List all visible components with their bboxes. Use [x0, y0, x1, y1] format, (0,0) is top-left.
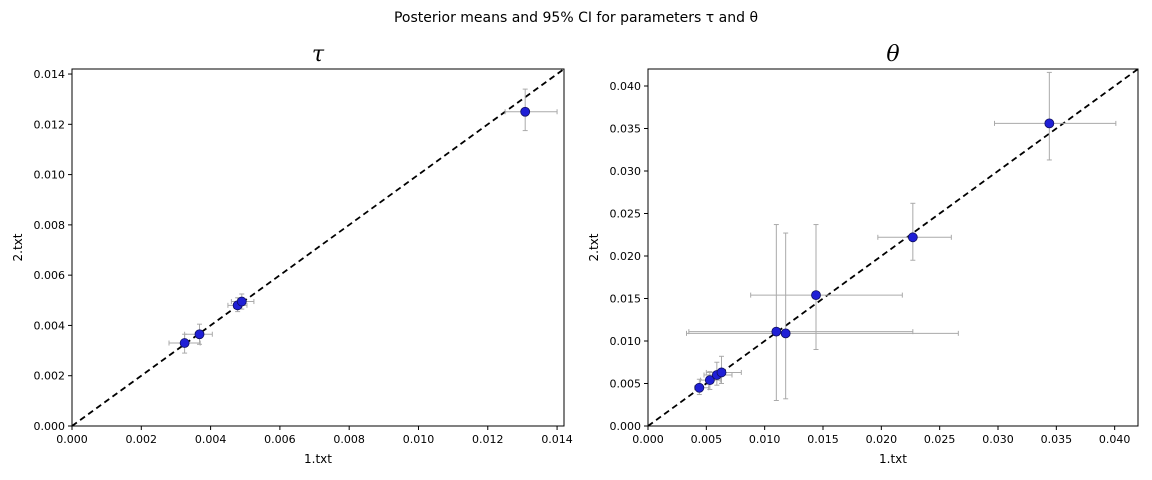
theta-data-point	[780, 328, 791, 339]
tau-y-tick-label: 0.002	[34, 370, 66, 383]
theta-y-tick-label: 0.015	[610, 293, 642, 306]
tau-panel: τ 0.000 0.002 0.004 0.006 0.008 0.010 0.012 0.01…	[11, 42, 573, 466]
tau-x-tick-label: 0.004	[195, 433, 227, 446]
tau-x-tick-label: 0.008	[333, 433, 365, 446]
tau-data-point	[194, 329, 205, 340]
theta-errorbar	[688, 224, 914, 401]
theta-y-tick-label: 0.040	[610, 80, 642, 93]
tau-x-tick-label: 0.014	[541, 433, 573, 446]
theta-x-tick-label: 0.025	[924, 433, 956, 446]
theta-panel: θ 0.000 0.005 0.010 0.015 0.020 0.025 0.030 0.03…	[587, 42, 1139, 466]
tau-identity-line	[72, 69, 564, 426]
theta-errorbar	[877, 202, 952, 261]
tau-axes-frame	[71, 68, 565, 427]
theta-y-tick-label: 0.020	[610, 250, 642, 263]
tau-y-axis-label: 2.txt	[11, 233, 25, 261]
tau-y-tick-label: 0.008	[34, 219, 66, 232]
theta-errorbar	[994, 71, 1117, 161]
theta-y-tick-label: 0.010	[610, 335, 642, 348]
theta-errorbar	[750, 224, 903, 350]
tau-data-point	[520, 106, 531, 117]
tau-y-tick-label: 0.012	[34, 118, 66, 131]
theta-y-tick-label: 0.005	[610, 378, 642, 391]
theta-x-tick-label: 0.000	[632, 433, 664, 446]
theta-data-point	[1044, 118, 1055, 129]
tau-y-tick-label: 0.000	[34, 420, 66, 433]
tau-x-tick-label: 0.010	[403, 433, 435, 446]
theta-errorbar	[686, 232, 959, 400]
theta-data-point	[907, 232, 918, 243]
tau-panel-title: τ	[312, 42, 325, 67]
theta-x-tick-label: 0.010	[749, 433, 781, 446]
tau-y-tick-label: 0.006	[34, 269, 66, 282]
theta-x-tick-label: 0.030	[982, 433, 1014, 446]
tau-x-tick-label: 0.006	[264, 433, 296, 446]
theta-panel-title: θ	[886, 42, 899, 67]
theta-y-axis-label: 2.txt	[587, 233, 601, 261]
theta-data-point	[771, 326, 782, 337]
tau-x-axis-label: 1.txt	[304, 452, 332, 466]
theta-identity-line	[648, 69, 1138, 426]
tau-errorbar	[504, 88, 558, 132]
theta-x-tick-label: 0.005	[691, 433, 723, 446]
theta-y-tick-label: 0.030	[610, 165, 642, 178]
tau-y-tick-label: 0.004	[34, 319, 66, 332]
theta-x-tick-label: 0.035	[1041, 433, 1073, 446]
theta-plot-area	[648, 69, 1138, 426]
theta-data-point	[704, 375, 715, 386]
tau-data-point	[179, 338, 190, 348]
figure-suptitle: Posterior means and 95% CI for parameter…	[394, 10, 758, 26]
theta-data-point	[694, 382, 705, 393]
theta-y-tick-label: 0.035	[610, 123, 642, 136]
theta-y-tick-label: 0.025	[610, 208, 642, 221]
tau-x-tick-label: 0.002	[126, 433, 158, 446]
theta-x-tick-label: 0.040	[1099, 433, 1131, 446]
tau-y-tick-label: 0.014	[34, 68, 66, 81]
theta-x-tick-label: 0.020	[866, 433, 898, 446]
tau-plot-area	[72, 69, 564, 426]
tau-y-tick-label: 0.010	[34, 169, 66, 182]
theta-data-point	[811, 290, 821, 301]
tau-x-tick-label: 0.012	[472, 433, 504, 446]
tau-x-tick-label: 0.000	[56, 433, 88, 446]
theta-data-point	[716, 367, 727, 378]
tau-data-point	[236, 296, 247, 307]
theta-x-axis-label: 1.txt	[879, 452, 907, 466]
theta-y-tick-label: 0.000	[610, 420, 642, 433]
theta-axes-frame	[647, 68, 1139, 427]
theta-x-tick-label: 0.015	[807, 433, 839, 446]
